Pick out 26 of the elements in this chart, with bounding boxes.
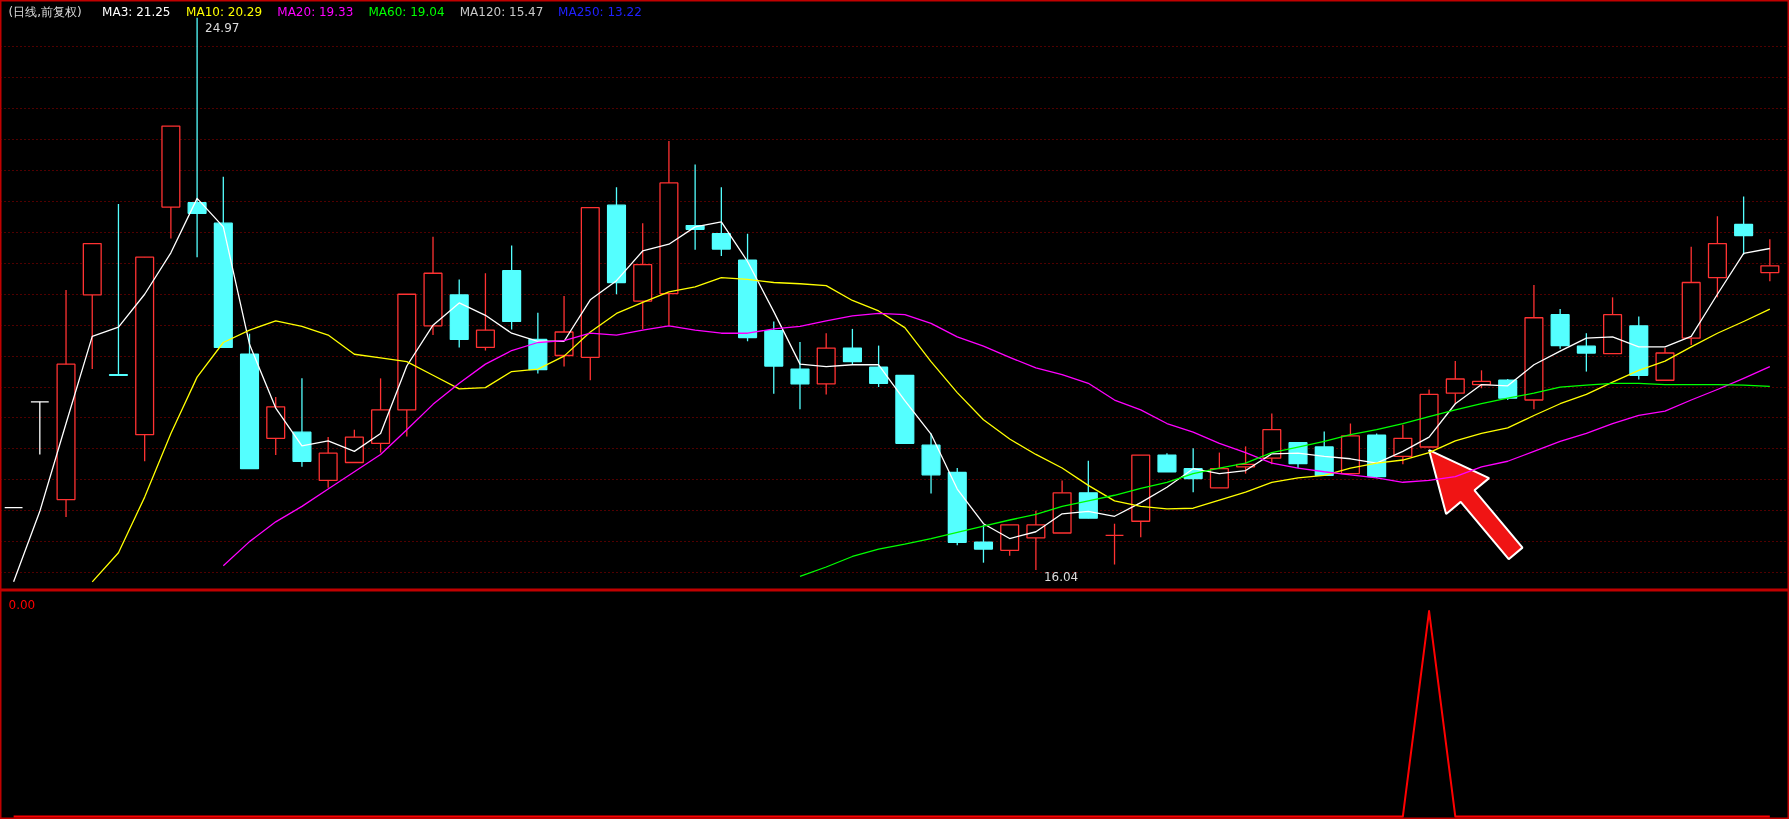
candlestick xyxy=(973,524,994,564)
candlestick xyxy=(711,186,731,257)
annotation: 24.97 xyxy=(205,21,240,36)
candlestick xyxy=(1104,523,1125,566)
chart-title: (日线,前复权) xyxy=(8,4,82,19)
legend-label: MA250: 13.22 xyxy=(558,4,642,19)
candlestick xyxy=(475,272,495,352)
candlestick xyxy=(842,328,862,365)
candlestick xyxy=(1026,510,1046,571)
candlestick xyxy=(1734,195,1754,256)
candlestick xyxy=(108,203,129,376)
text: MA20: 19.33 xyxy=(277,4,354,19)
text: MA10: 20.29 xyxy=(186,4,263,19)
text: MA60: 19.04 xyxy=(368,4,445,19)
annotation: 0.00 xyxy=(8,597,36,612)
candlestick xyxy=(1760,238,1780,282)
candlestick xyxy=(30,401,50,456)
candlestick xyxy=(1157,452,1177,473)
annotation: 16.04 xyxy=(1043,569,1079,584)
legend-label: MA120: 15.47 xyxy=(459,4,544,19)
candlestick xyxy=(1445,360,1465,405)
candlestick xyxy=(869,344,889,388)
candlestick xyxy=(1576,332,1596,373)
candlestick xyxy=(790,341,810,410)
candlestick xyxy=(1393,424,1413,465)
text: MA3: 21.25 xyxy=(102,4,171,19)
